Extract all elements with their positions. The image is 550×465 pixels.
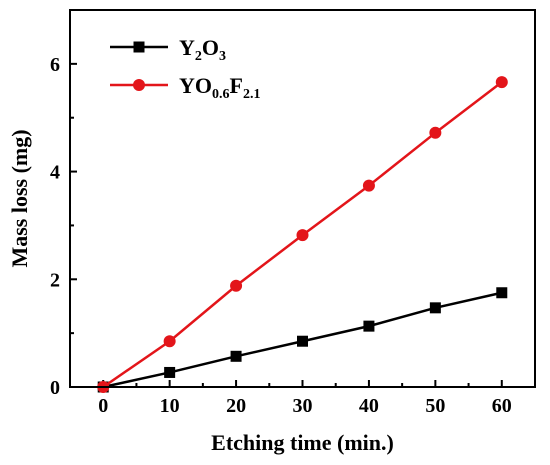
data-point bbox=[296, 229, 309, 242]
legend-label: Y2O3 bbox=[179, 35, 226, 64]
x-tick-label: 30 bbox=[293, 395, 313, 417]
data-point bbox=[363, 320, 375, 332]
ticks-layer: 0 10 20 30 40 50 60 0 2 4 6 bbox=[50, 54, 512, 417]
legend-label: YO0.6F2.1 bbox=[179, 73, 260, 102]
legend-label-part: F bbox=[230, 73, 243, 98]
data-point bbox=[163, 335, 176, 348]
x-tick-label: 20 bbox=[226, 395, 246, 417]
y-tick-label: 4 bbox=[50, 162, 60, 184]
data-point bbox=[230, 350, 242, 362]
legend-marker bbox=[133, 41, 145, 53]
data-point bbox=[362, 179, 375, 192]
legend-label-part: O bbox=[202, 35, 219, 60]
y-tick-label: 2 bbox=[50, 269, 60, 291]
legend-entry: YO0.6F2.1 bbox=[110, 73, 260, 102]
data-point bbox=[429, 302, 441, 314]
data-point bbox=[164, 366, 176, 378]
series-2 bbox=[97, 76, 508, 393]
x-tick-label: 10 bbox=[160, 395, 180, 417]
legend-marker bbox=[133, 79, 145, 91]
y-tick-label: 0 bbox=[50, 377, 60, 399]
data-point bbox=[429, 126, 442, 139]
y-axis-title: Mass loss (mg) bbox=[7, 129, 32, 267]
legend-label-subscript: 2.1 bbox=[243, 87, 261, 102]
legend-label-part: YO bbox=[179, 73, 212, 98]
series-layer bbox=[97, 76, 508, 393]
series-1 bbox=[97, 287, 508, 393]
x-tick-label: 50 bbox=[425, 395, 445, 417]
legend-label-subscript: 2 bbox=[195, 49, 202, 64]
data-point bbox=[495, 76, 508, 89]
data-point bbox=[496, 287, 508, 299]
x-tick-label: 60 bbox=[492, 395, 512, 417]
legend-label-subscript: 0.6 bbox=[212, 87, 230, 102]
legend-label-part: Y bbox=[179, 35, 195, 60]
legend-entry: Y2O3 bbox=[110, 35, 226, 64]
data-point bbox=[230, 279, 243, 292]
y-tick-label: 6 bbox=[50, 54, 60, 76]
data-point bbox=[297, 335, 308, 347]
plot-frame bbox=[69, 9, 536, 388]
legend-label-subscript: 3 bbox=[219, 49, 226, 64]
x-tick-label: 40 bbox=[359, 395, 379, 417]
x-tick-label: 0 bbox=[98, 395, 108, 417]
x-axis-title: Etching time (min.) bbox=[211, 430, 394, 455]
